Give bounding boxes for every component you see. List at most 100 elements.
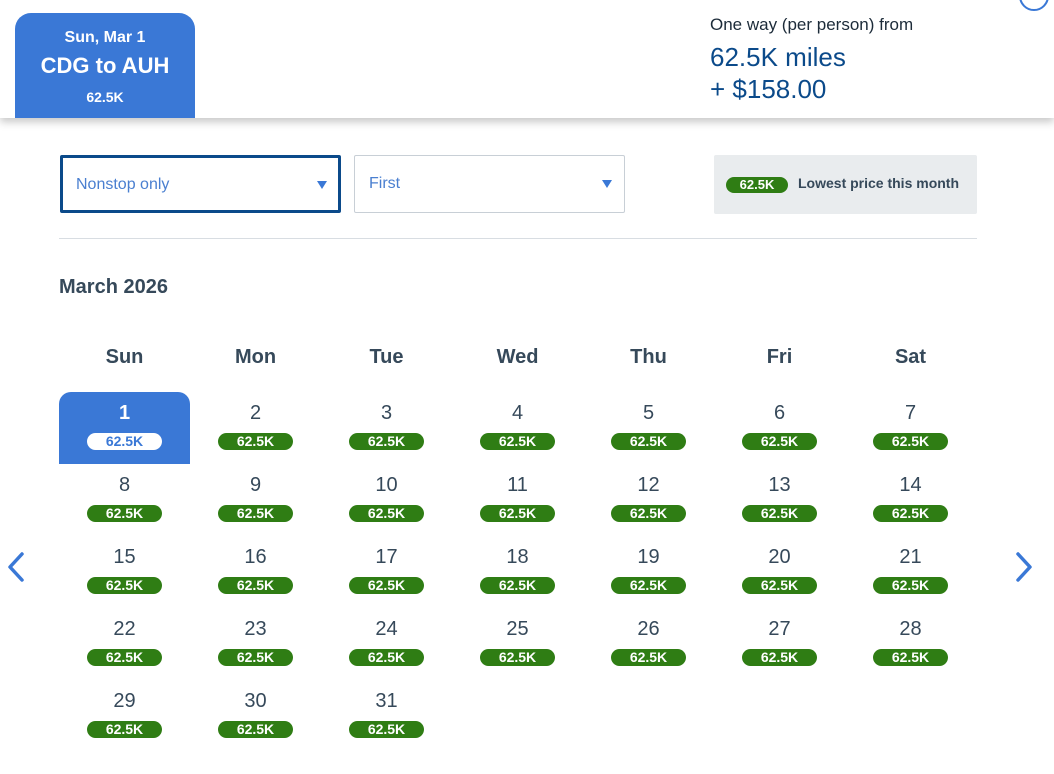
price-summary: One way (per person) from 62.5K miles + … xyxy=(710,15,913,105)
day-number: 26 xyxy=(637,618,660,640)
cabin-value: First xyxy=(369,175,401,192)
calendar-day[interactable]: 10 62.5K xyxy=(321,464,452,536)
calendar-day[interactable]: 29 62.5K xyxy=(59,680,190,752)
stops-value: Nonstop only xyxy=(76,176,170,193)
day-price-pill: 62.5K xyxy=(742,505,817,522)
day-price-pill: 62.5K xyxy=(480,577,555,594)
calendar-day[interactable]: 30 62.5K xyxy=(190,680,321,752)
weekday-label: Sat xyxy=(894,346,927,368)
day-number: 17 xyxy=(375,546,398,568)
summary-miles: 62.5K miles xyxy=(710,42,846,72)
flight-route: CDG to AUH xyxy=(40,53,170,78)
dropdown-arrow-icon xyxy=(317,181,327,189)
lowest-price-legend: 62.5K Lowest price this month xyxy=(714,155,977,214)
day-number: 28 xyxy=(899,618,922,640)
day-number: 9 xyxy=(249,474,262,496)
day-price-pill: 62.5K xyxy=(87,721,162,738)
calendar-day[interactable]: 24 62.5K xyxy=(321,608,452,680)
day-number: 20 xyxy=(768,546,791,568)
calendar-day[interactable]: 3 62.5K xyxy=(321,392,452,464)
day-price-pill: 62.5K xyxy=(218,433,293,450)
day-price-pill: 62.5K xyxy=(87,433,162,450)
day-price-pill: 62.5K xyxy=(611,505,686,522)
day-number: 22 xyxy=(113,618,136,640)
calendar-day[interactable]: 17 62.5K xyxy=(321,536,452,608)
month-title: March 2026 xyxy=(59,276,168,298)
calendar-day[interactable]: 19 62.5K xyxy=(583,536,714,608)
day-number: 30 xyxy=(244,690,267,712)
calendar-day[interactable]: 16 62.5K xyxy=(190,536,321,608)
day-price-pill: 62.5K xyxy=(349,721,424,738)
summary-cash: + $158.00 xyxy=(710,74,827,104)
day-price-pill: 62.5K xyxy=(873,505,948,522)
day-price-pill: 62.5K xyxy=(87,577,162,594)
calendar-day[interactable]: 21 62.5K xyxy=(845,536,976,608)
calendar-day[interactable]: 23 62.5K xyxy=(190,608,321,680)
calendar-day[interactable]: 7 62.5K xyxy=(845,392,976,464)
calendar-day[interactable]: 27 62.5K xyxy=(714,608,845,680)
day-price-pill: 62.5K xyxy=(218,721,293,738)
cabin-dropdown[interactable]: First xyxy=(354,155,625,213)
stops-dropdown[interactable]: Nonstop only xyxy=(60,155,341,213)
day-number: 1 xyxy=(118,402,131,424)
day-price-pill: 62.5K xyxy=(742,433,817,450)
weekday-label: Mon xyxy=(234,346,277,368)
calendar-day[interactable]: 2 62.5K xyxy=(190,392,321,464)
calendar-day[interactable]: 18 62.5K xyxy=(452,536,583,608)
calendar-day[interactable]: 14 62.5K xyxy=(845,464,976,536)
info-circle-icon[interactable] xyxy=(1019,0,1049,11)
calendar-day[interactable]: 15 62.5K xyxy=(59,536,190,608)
day-price-pill: 62.5K xyxy=(349,505,424,522)
calendar-day[interactable]: 13 62.5K xyxy=(714,464,845,536)
day-price-pill: 62.5K xyxy=(873,577,948,594)
selected-flight-tab[interactable]: Sun, Mar 1 CDG to AUH 62.5K xyxy=(15,13,195,118)
calendar-day[interactable]: 22 62.5K xyxy=(59,608,190,680)
day-price-pill: 62.5K xyxy=(480,649,555,666)
calendar-day[interactable]: 25 62.5K xyxy=(452,608,583,680)
summary-label: One way (per person) from xyxy=(710,15,914,34)
weekday-label: Fri xyxy=(766,346,793,368)
day-price-pill: 62.5K xyxy=(873,649,948,666)
day-number: 16 xyxy=(244,546,267,568)
calendar-day[interactable]: 28 62.5K xyxy=(845,608,976,680)
day-price-pill: 62.5K xyxy=(349,433,424,450)
day-number: 4 xyxy=(511,402,524,424)
day-price-pill: 62.5K xyxy=(218,505,293,522)
calendar-day[interactable]: 5 62.5K xyxy=(583,392,714,464)
calendar-day[interactable]: 31 62.5K xyxy=(321,680,452,752)
weekday-label: Thu xyxy=(630,346,667,368)
calendar-day[interactable]: 4 62.5K xyxy=(452,392,583,464)
day-number: 25 xyxy=(506,618,529,640)
day-number: 5 xyxy=(642,402,655,424)
weekday-label: Wed xyxy=(496,346,539,368)
calendar-day[interactable]: 26 62.5K xyxy=(583,608,714,680)
chevron-right-icon[interactable] xyxy=(1011,550,1035,584)
header: Sun, Mar 1 CDG to AUH 62.5K One way (per… xyxy=(0,0,1054,118)
calendar-day[interactable]: 6 62.5K xyxy=(714,392,845,464)
day-number: 3 xyxy=(380,402,393,424)
calendar-day[interactable]: 20 62.5K xyxy=(714,536,845,608)
divider xyxy=(59,238,977,239)
day-price-pill: 62.5K xyxy=(87,649,162,666)
calendar-day[interactable]: 9 62.5K xyxy=(190,464,321,536)
calendar-day[interactable]: 12 62.5K xyxy=(583,464,714,536)
day-price-pill: 62.5K xyxy=(611,577,686,594)
weekday-label: Tue xyxy=(369,346,404,368)
day-number: 6 xyxy=(773,402,786,424)
day-price-pill: 62.5K xyxy=(742,649,817,666)
weekday-header: Sun Mon Tue Wed Thu Fri Sat xyxy=(59,346,977,370)
calendar-day[interactable]: 11 62.5K xyxy=(452,464,583,536)
day-number: 31 xyxy=(375,690,398,712)
day-number: 29 xyxy=(113,690,136,712)
day-price-pill: 62.5K xyxy=(611,649,686,666)
chevron-left-icon[interactable] xyxy=(5,550,29,584)
day-price-pill: 62.5K xyxy=(218,577,293,594)
day-number: 24 xyxy=(375,618,398,640)
legend-price-pill: 62.5K xyxy=(726,177,788,193)
calendar-day[interactable]: 1 62.5K xyxy=(59,392,190,464)
calendar-grid: 1 62.5K 2 62.5K 3 62.5K 4 62.5K 5 62.5K 6 62.5K 7 62.… xyxy=(59,392,977,752)
calendar-day[interactable]: 8 62.5K xyxy=(59,464,190,536)
day-price-pill: 62.5K xyxy=(218,649,293,666)
day-number: 15 xyxy=(113,546,136,568)
day-price-pill: 62.5K xyxy=(742,577,817,594)
